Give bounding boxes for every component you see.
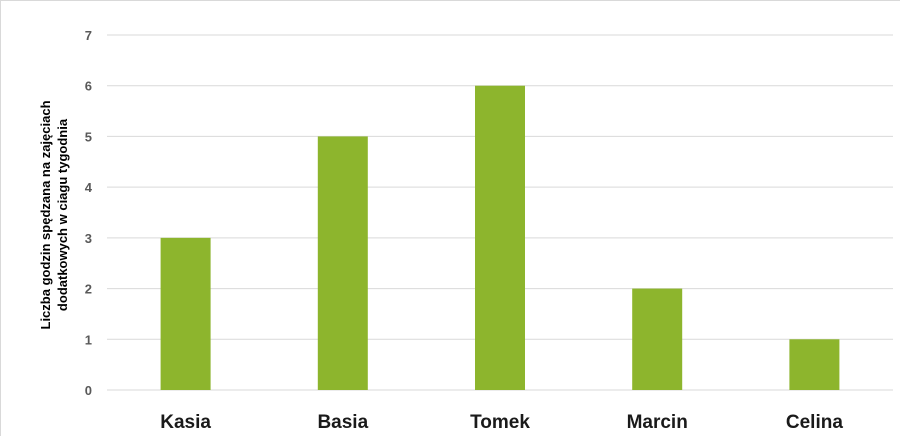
y-tick-label: 4 xyxy=(85,180,93,195)
y-tick-label: 6 xyxy=(85,79,92,94)
y-axis-title-line-1: Liczba godzin spędzana na zajęciach xyxy=(38,100,53,329)
x-category-label: Tomek xyxy=(470,412,530,433)
bar-celina xyxy=(789,339,840,390)
x-category-labels: Kasia Basia Tomek Marcin Celina xyxy=(160,412,843,433)
x-category-label: Marcin xyxy=(627,412,688,433)
y-tick-label: 3 xyxy=(85,231,92,246)
bar-kasia xyxy=(160,237,211,390)
y-tick-label: 5 xyxy=(85,129,92,144)
bars xyxy=(160,85,840,390)
y-tick-labels: 0 1 2 3 4 5 6 7 xyxy=(85,28,93,398)
bar-basia xyxy=(317,136,368,390)
bar-tomek xyxy=(475,85,525,390)
y-tick-label: 0 xyxy=(85,383,92,398)
x-category-label: Basia xyxy=(317,412,368,433)
y-axis-title: Liczba godzin spędzana na zajęciach doda… xyxy=(38,100,70,329)
x-category-label: Kasia xyxy=(160,412,211,433)
x-category-label: Celina xyxy=(786,412,843,433)
y-tick-label: 7 xyxy=(85,28,92,43)
bar-marcin xyxy=(632,288,683,390)
y-tick-label: 2 xyxy=(85,282,92,297)
y-tick-label: 1 xyxy=(85,332,92,347)
y-axis-title-line-2: dodatkowych w ciagu tygodnia xyxy=(55,118,70,311)
